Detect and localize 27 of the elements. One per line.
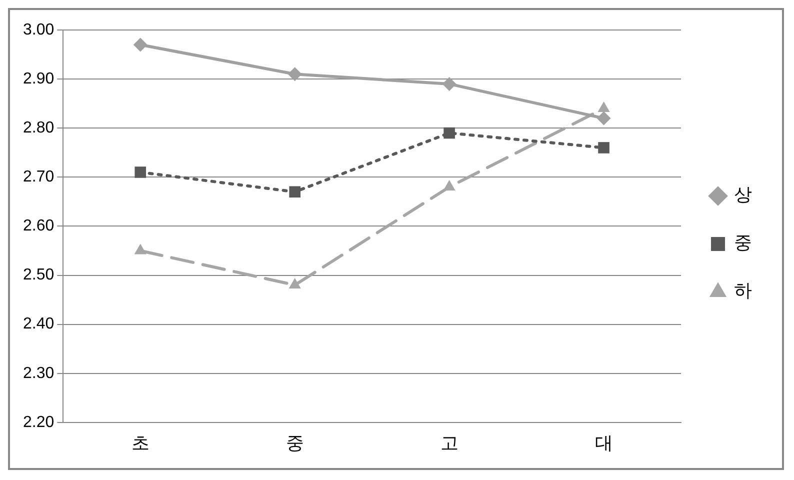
x-tick-label: 고 xyxy=(440,432,458,454)
point xyxy=(134,244,146,254)
point xyxy=(289,186,300,198)
point xyxy=(133,38,148,52)
point xyxy=(288,278,301,289)
point xyxy=(442,76,456,91)
y-tick-label: 2.60 xyxy=(23,218,54,235)
point xyxy=(134,166,146,178)
legend-label: 하 xyxy=(734,280,752,302)
point xyxy=(598,142,610,154)
point xyxy=(596,111,611,126)
y-tick-label: 2.20 xyxy=(23,414,54,431)
point xyxy=(443,180,456,190)
x-tick-label: 대 xyxy=(594,432,613,454)
legend-label: 중 xyxy=(734,232,752,254)
y-tick-label: 2.40 xyxy=(23,316,54,333)
legend-label: 상 xyxy=(734,184,752,206)
point xyxy=(288,67,302,82)
y-tick-label: 3.00 xyxy=(23,21,54,38)
x-tick-label: 중 xyxy=(286,432,304,454)
y-tick-label: 2.90 xyxy=(23,70,54,88)
x-tick-label: 초 xyxy=(131,432,150,454)
y-tick-label: 2.50 xyxy=(23,266,54,284)
y-tick-label: 2.80 xyxy=(23,120,54,137)
point xyxy=(444,127,455,139)
y-tick-label: 2.70 xyxy=(23,168,54,186)
y-tick-label: 2.30 xyxy=(23,364,54,382)
